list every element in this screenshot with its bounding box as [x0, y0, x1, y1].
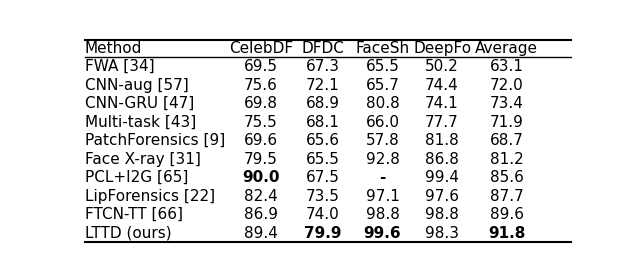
Text: Multi-task [43]: Multi-task [43]: [85, 114, 196, 130]
Text: 68.1: 68.1: [306, 114, 340, 130]
Text: 75.6: 75.6: [244, 78, 278, 93]
Text: Face X-ray [31]: Face X-ray [31]: [85, 152, 201, 166]
Text: 69.6: 69.6: [244, 133, 278, 148]
Text: 75.5: 75.5: [244, 114, 278, 130]
Text: 65.5: 65.5: [365, 59, 399, 74]
Text: 98.8: 98.8: [425, 207, 459, 222]
Text: LTTD (ours): LTTD (ours): [85, 225, 172, 240]
Text: 72.1: 72.1: [306, 78, 340, 93]
Text: 69.5: 69.5: [244, 59, 278, 74]
Text: 72.0: 72.0: [490, 78, 524, 93]
Text: 97.6: 97.6: [425, 189, 459, 204]
Text: 81.8: 81.8: [425, 133, 459, 148]
Text: 69.8: 69.8: [244, 96, 278, 111]
Text: DeepFo: DeepFo: [413, 41, 471, 56]
Text: 82.4: 82.4: [244, 189, 278, 204]
Text: 85.6: 85.6: [490, 170, 524, 185]
Text: 68.9: 68.9: [306, 96, 340, 111]
Text: FaceSh: FaceSh: [355, 41, 410, 56]
Text: 87.7: 87.7: [490, 189, 524, 204]
Text: 99.4: 99.4: [425, 170, 459, 185]
Text: 74.0: 74.0: [306, 207, 340, 222]
Text: 81.2: 81.2: [490, 152, 524, 166]
Text: 65.6: 65.6: [306, 133, 340, 148]
Text: 86.8: 86.8: [425, 152, 459, 166]
Text: 65.5: 65.5: [306, 152, 340, 166]
Text: 67.3: 67.3: [306, 59, 340, 74]
Text: CNN-GRU [47]: CNN-GRU [47]: [85, 96, 194, 111]
Text: 63.1: 63.1: [490, 59, 524, 74]
Text: Average: Average: [475, 41, 538, 56]
Text: 80.8: 80.8: [365, 96, 399, 111]
Text: PatchForensics [9]: PatchForensics [9]: [85, 133, 225, 148]
Text: -: -: [380, 170, 386, 185]
Text: 77.7: 77.7: [425, 114, 459, 130]
Text: 73.5: 73.5: [306, 189, 340, 204]
Text: 74.4: 74.4: [425, 78, 459, 93]
Text: 65.7: 65.7: [365, 78, 399, 93]
Text: CelebDF: CelebDF: [229, 41, 293, 56]
Text: 67.5: 67.5: [306, 170, 340, 185]
Text: 91.8: 91.8: [488, 225, 525, 240]
Text: 86.9: 86.9: [244, 207, 278, 222]
Text: 89.6: 89.6: [490, 207, 524, 222]
Text: 50.2: 50.2: [425, 59, 459, 74]
Text: 98.3: 98.3: [425, 225, 459, 240]
Text: 92.8: 92.8: [365, 152, 399, 166]
Text: FWA [34]: FWA [34]: [85, 59, 155, 74]
Text: 98.8: 98.8: [365, 207, 399, 222]
Text: 89.4: 89.4: [244, 225, 278, 240]
Text: DFDC: DFDC: [301, 41, 344, 56]
Text: 90.0: 90.0: [243, 170, 280, 185]
Text: 73.4: 73.4: [490, 96, 524, 111]
Text: CNN-aug [57]: CNN-aug [57]: [85, 78, 189, 93]
Text: 79.5: 79.5: [244, 152, 278, 166]
Text: 74.1: 74.1: [425, 96, 459, 111]
Text: 68.7: 68.7: [490, 133, 524, 148]
Text: LipForensics [22]: LipForensics [22]: [85, 189, 215, 204]
Text: 97.1: 97.1: [365, 189, 399, 204]
Text: PCL+I2G [65]: PCL+I2G [65]: [85, 170, 188, 185]
Text: 66.0: 66.0: [365, 114, 399, 130]
Text: 57.8: 57.8: [365, 133, 399, 148]
Text: Method: Method: [85, 41, 142, 56]
Text: 79.9: 79.9: [304, 225, 342, 240]
Text: 71.9: 71.9: [490, 114, 524, 130]
Text: FTCN-TT [66]: FTCN-TT [66]: [85, 207, 183, 222]
Text: 99.6: 99.6: [364, 225, 401, 240]
